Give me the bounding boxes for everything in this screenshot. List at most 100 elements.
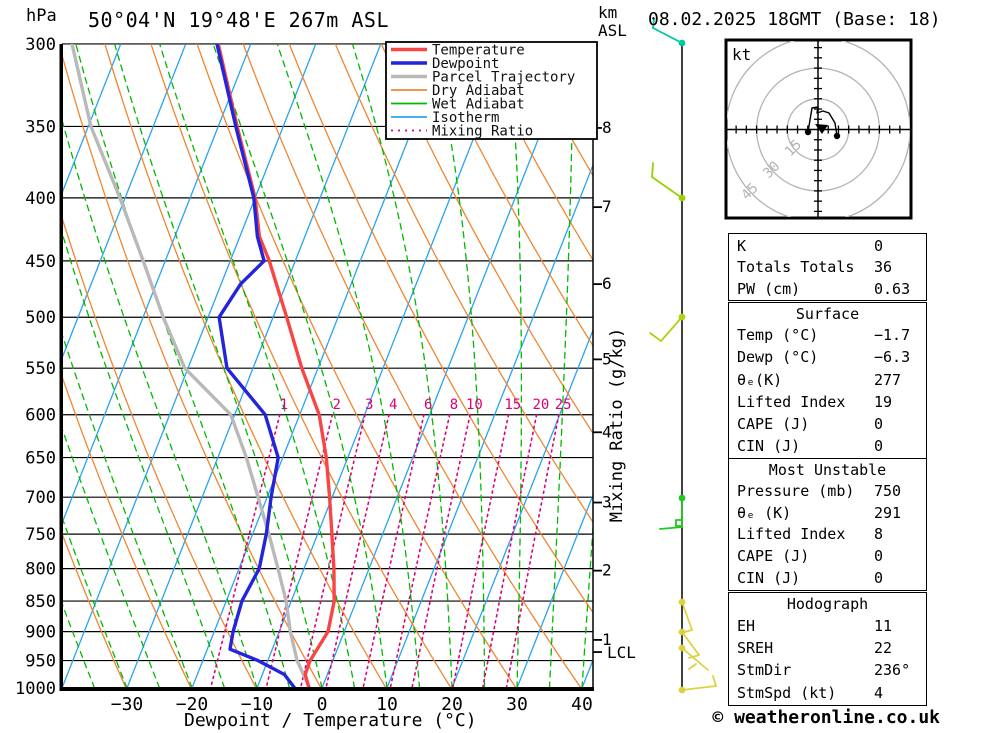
wind-barb-feather [651,162,654,178]
legend-label: Mixing Ratio [432,124,533,140]
row-label: StmSpd (kt) [737,683,837,702]
row-value: 19 [874,392,893,411]
legend-label: Temperature [432,43,525,59]
dry-adiabat-line [62,531,127,688]
wind-barb-feather [659,526,683,530]
wet-adiabat-line [276,44,421,688]
temperature-axis-line [59,687,594,691]
altitude-axis: 1 2 3 4 5 6 7 8 LCL [593,118,636,662]
wind-barb-feather [712,675,717,687]
mixing-ratio-line [325,413,390,688]
mixing-ratio-value-label: 25 [555,397,572,413]
wet-adiabat-line [62,515,128,688]
table-row: CIN (J) 0 [729,436,926,456]
mixing-ratio-line [505,413,560,688]
mixing-ratio-value-label: 10 [466,397,483,413]
row-value: 0 [874,236,884,255]
isotherm-lines [62,44,593,688]
altitude-tick-label: 4 [602,422,612,441]
mixing-ratio-axis-label: Mixing Ratio (g/kg) [607,328,627,522]
wind-barb-dot [678,194,686,202]
table-row: θₑ (K) 291 [729,503,926,523]
parcel-trajectory-curve [70,44,312,688]
dry-adiabat-line [426,44,593,348]
isotherm-line [321,44,577,688]
row-label: CAPE (J) [737,547,810,566]
altitude-tick-label: 8 [602,118,612,137]
table-row: Temp (°C) −1.7 [729,325,926,345]
row-label: K [737,236,747,255]
dry-adiabat-line [288,44,593,614]
row-value: 36 [874,258,893,276]
pressure-axis-line [59,44,63,690]
mixing-ratio-line [265,413,334,688]
legend-label: Dry Adiabat [432,83,525,99]
table-row: PW (cm) 0.63 [729,279,926,299]
wind-barb-feather [688,663,697,670]
row-label: θₑ(K) [737,370,783,389]
wind-barb-feather [660,316,683,342]
mixing-ratio-value-label: 15 [504,397,521,413]
most-unstable-table: Most Unstable Pressure (mb) 750 θₑ (K) 291 Li… [728,458,927,591]
row-value: 8 [874,525,884,544]
table-row: EH 11 [729,616,926,636]
pressure-tick-label: 900 [25,623,56,643]
x-axis-tick-label: 0 [317,694,328,715]
pressure-tick-label: 600 [25,406,56,426]
pressure-tick-label: 400 [25,189,56,209]
altitude-tick-label: 1 [602,630,612,649]
mixing-ratio-line [411,413,471,688]
lcl-label: LCL [607,643,636,662]
isotherm-line [451,328,593,688]
copyright-label: © weatheronline.co.uk [712,707,940,728]
row-value: −1.7 [874,326,911,345]
row-value: 0 [874,547,884,566]
isotherm-line [62,44,317,688]
pressure-tick-label: 500 [25,308,56,328]
row-label: Dewp (°C) [737,348,819,367]
isotherm-line [126,44,382,688]
wind-barb-staff [649,18,717,694]
wind-barb-feather [681,685,717,691]
table-row: Totals Totals 36 [729,257,926,277]
wind-barb [678,598,693,634]
mixing-ratio-line [389,413,451,688]
pressure-tick-label: 300 [25,35,56,55]
dry-adiabat-line [62,52,322,688]
wind-barb [651,162,686,202]
table-row: CIN (J) 0 [729,568,926,588]
wet-adiabat-line [62,117,258,688]
wet-adiabat-line [62,230,226,688]
wet-adiabat-line [113,44,323,688]
wet-adiabat-line [62,601,96,688]
row-value: 291 [874,503,902,522]
dry-adiabat-line [380,44,593,435]
table-header: Surface [795,305,860,324]
altitude-axis-unit-label: km ASL [598,4,627,40]
row-label: EH [737,616,756,635]
row-label: Temp (°C) [737,326,819,345]
x-axis-tick-label: 40 [571,694,593,715]
isotherm-line [62,44,252,525]
mixing-ratio-line [362,413,425,688]
altitude-tick-label: 5 [602,349,612,368]
wind-barb [652,18,686,47]
dry-adiabat-line [242,44,582,688]
mixing-ratio-value-label: 8 [450,397,458,413]
wet-adiabat-line [62,426,161,688]
row-value: 750 [874,481,902,500]
wet-adiabat-line [507,44,523,688]
indices-table: K 0 Totals Totals 36 PW (cm) 0.63 [728,233,927,301]
table-row: CAPE (J) 0 [729,414,926,434]
altitude-tick-label: 3 [602,493,612,512]
mixing-ratio-value-label: 1 [280,397,288,413]
pressure-tick-label: 750 [25,525,56,545]
x-axis-tick-label: 10 [376,694,398,715]
wind-barb-dot [678,39,686,47]
hodograph-trace [807,106,838,137]
mixing-ratio-value-label: 4 [389,397,397,413]
hodograph-table: Hodograph EH 11 SREH 22 StmDir 236° StmSpd (kt)… [728,592,927,706]
